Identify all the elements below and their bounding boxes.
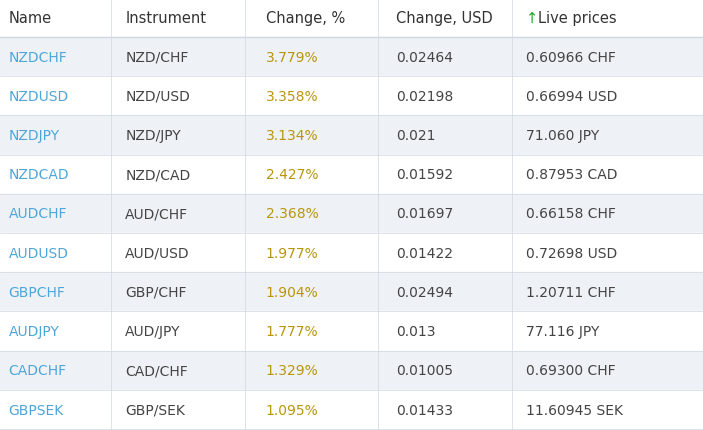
Text: 0.69300 CHF: 0.69300 CHF <box>526 363 615 378</box>
Bar <box>0 194 703 233</box>
Text: 2.368%: 2.368% <box>266 207 318 221</box>
Text: 71.060 JPY: 71.060 JPY <box>526 129 599 143</box>
Text: Live prices: Live prices <box>538 12 617 26</box>
Text: Change, USD: Change, USD <box>396 12 493 26</box>
Text: 0.02494: 0.02494 <box>396 285 453 299</box>
Text: CAD/CHF: CAD/CHF <box>125 363 188 378</box>
Text: ↑: ↑ <box>526 12 543 26</box>
Text: 3.779%: 3.779% <box>266 50 318 64</box>
Text: NZDJPY: NZDJPY <box>8 129 60 143</box>
Text: AUD/CHF: AUD/CHF <box>125 207 188 221</box>
Bar <box>0 312 703 351</box>
Text: GBPSEK: GBPSEK <box>8 402 64 417</box>
Text: 2.427%: 2.427% <box>266 168 318 182</box>
Bar <box>0 38 703 77</box>
Text: Name: Name <box>8 12 51 26</box>
Text: NZD/JPY: NZD/JPY <box>125 129 181 143</box>
Text: NZD/CHF: NZD/CHF <box>125 50 188 64</box>
Text: 1.329%: 1.329% <box>266 363 318 378</box>
Text: NZDCHF: NZDCHF <box>8 50 67 64</box>
Text: AUD/USD: AUD/USD <box>125 246 190 260</box>
Bar <box>0 233 703 273</box>
Text: 0.01592: 0.01592 <box>396 168 453 182</box>
Text: 0.02464: 0.02464 <box>396 50 453 64</box>
Text: 1.904%: 1.904% <box>266 285 318 299</box>
Text: NZD/CAD: NZD/CAD <box>125 168 191 182</box>
Text: Change, %: Change, % <box>266 12 345 26</box>
Text: AUDUSD: AUDUSD <box>8 246 68 260</box>
Text: AUDCHF: AUDCHF <box>8 207 67 221</box>
Text: 0.60966 CHF: 0.60966 CHF <box>526 50 616 64</box>
Text: 77.116 JPY: 77.116 JPY <box>526 324 599 338</box>
Text: Instrument: Instrument <box>125 12 206 26</box>
Text: GBP/CHF: GBP/CHF <box>125 285 186 299</box>
Bar <box>0 0 703 38</box>
Text: 0.021: 0.021 <box>396 129 435 143</box>
Text: 0.72698 USD: 0.72698 USD <box>526 246 617 260</box>
Bar <box>0 77 703 116</box>
Bar <box>0 390 703 429</box>
Text: 1.777%: 1.777% <box>266 324 318 338</box>
Text: 0.01005: 0.01005 <box>396 363 453 378</box>
Text: AUDJPY: AUDJPY <box>8 324 59 338</box>
Text: 1.977%: 1.977% <box>266 246 318 260</box>
Text: 1.095%: 1.095% <box>266 402 318 417</box>
Text: NZDCAD: NZDCAD <box>8 168 69 182</box>
Text: 0.01433: 0.01433 <box>396 402 453 417</box>
Text: 0.01422: 0.01422 <box>396 246 453 260</box>
Text: NZD/USD: NZD/USD <box>125 89 190 104</box>
Text: CADCHF: CADCHF <box>8 363 67 378</box>
Text: 11.60945 SEK: 11.60945 SEK <box>526 402 623 417</box>
Text: AUD/JPY: AUD/JPY <box>125 324 181 338</box>
Text: 3.134%: 3.134% <box>266 129 318 143</box>
Text: GBP/SEK: GBP/SEK <box>125 402 185 417</box>
Text: 0.01697: 0.01697 <box>396 207 453 221</box>
Text: 0.013: 0.013 <box>396 324 435 338</box>
Bar <box>0 351 703 390</box>
Bar <box>0 116 703 155</box>
Text: NZDUSD: NZDUSD <box>8 89 69 104</box>
Text: 0.87953 CAD: 0.87953 CAD <box>526 168 617 182</box>
Text: 0.66158 CHF: 0.66158 CHF <box>526 207 616 221</box>
Bar <box>0 155 703 194</box>
Text: 1.20711 CHF: 1.20711 CHF <box>526 285 616 299</box>
Text: 3.358%: 3.358% <box>266 89 318 104</box>
Text: 0.66994 USD: 0.66994 USD <box>526 89 617 104</box>
Text: GBPCHF: GBPCHF <box>8 285 65 299</box>
Text: 0.02198: 0.02198 <box>396 89 453 104</box>
Bar <box>0 273 703 312</box>
